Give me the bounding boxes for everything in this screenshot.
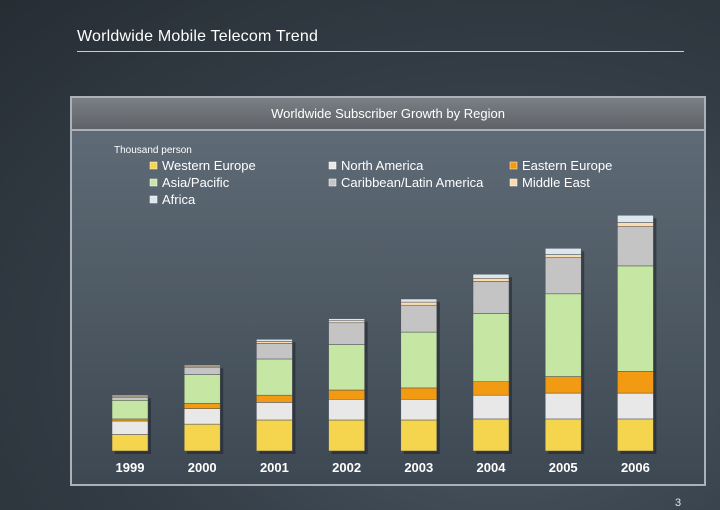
- bar-2001-western-europe: [256, 419, 293, 452]
- legend-label-eastern-europe: Eastern Europe: [522, 158, 612, 173]
- plot-background: [72, 131, 704, 484]
- bar-1999-africa: [111, 394, 149, 397]
- bar-2002-asia-pacific: [328, 344, 365, 391]
- x-tick-label-2006: 2006: [621, 460, 650, 475]
- bar-2003-africa: [400, 298, 438, 303]
- bars: [111, 214, 657, 454]
- bar-2000-africa: [183, 364, 221, 367]
- bar-2004-middle-east: [472, 278, 510, 282]
- bar-2002-north-america: [328, 399, 365, 421]
- bar-2006-north-america: [617, 392, 654, 420]
- bar-2000-western-europe: [183, 423, 221, 452]
- bar-2001-africa: [256, 339, 293, 342]
- legend-label-caribbean-latin-america: Caribbean/Latin America: [341, 175, 484, 190]
- bar-2004-north-america: [472, 394, 510, 420]
- legend-label-africa: Africa: [162, 192, 196, 207]
- stacked-bar-chart: Thousand person Western Europe North Amer…: [72, 131, 704, 484]
- bar-2006-caribbean-latin-america: [617, 226, 654, 267]
- bar-2006-africa: [617, 214, 654, 223]
- bar-1999-caribbean-latin-america: [111, 396, 149, 401]
- page-number: 3: [675, 497, 682, 509]
- bar-2001-north-america: [256, 402, 293, 421]
- bar-2002-eastern-europe: [328, 389, 365, 400]
- bar-2000-caribbean-latin-america: [183, 366, 221, 375]
- x-tick-label-1999: 1999: [116, 460, 145, 475]
- bar-2005-asia-pacific: [544, 293, 582, 377]
- chart-title: Worldwide Subscriber Growth by Region: [72, 98, 704, 131]
- bar-2000-asia-pacific: [183, 374, 221, 404]
- legend-swatch-eastern-europe: [509, 161, 518, 170]
- legend-swatch-middle-east: [509, 178, 518, 187]
- legend-swatch-africa: [149, 195, 158, 204]
- bar-2006-western-europe: [617, 418, 654, 452]
- legend-swatch-western-europe: [149, 161, 158, 170]
- x-tick-label-2004: 2004: [477, 460, 507, 475]
- bar-2004-western-europe: [472, 418, 510, 452]
- page-title: Worldwide Mobile Telecom Trend: [77, 28, 319, 45]
- bar-2003-western-europe: [400, 419, 438, 452]
- bar-2006-asia-pacific: [617, 265, 654, 372]
- bar-1999-asia-pacific: [111, 400, 149, 420]
- legend-swatch-north-america: [328, 161, 337, 170]
- bar-2004-asia-pacific: [472, 313, 510, 382]
- bar-2002-western-europe: [328, 419, 365, 452]
- bar-2002-middle-east: [328, 320, 365, 324]
- x-axis-ticks: 1999 2000 2001 2002 2003 2004 2005 2006: [116, 460, 650, 475]
- bar-2004-africa: [472, 273, 510, 279]
- bar-2005-north-america: [544, 392, 582, 420]
- bar-2006-middle-east: [617, 222, 654, 227]
- bar-1999-eastern-europe: [111, 418, 149, 422]
- bar-2005-caribbean-latin-america: [544, 257, 582, 295]
- bar-2003-middle-east: [400, 301, 438, 306]
- bar-2005-africa: [544, 248, 582, 255]
- bar-2005-eastern-europe: [544, 376, 582, 394]
- bar-2003-asia-pacific: [400, 331, 438, 389]
- legend-label-north-america: North America: [341, 158, 424, 173]
- bar-2006-eastern-europe: [617, 371, 654, 394]
- bar-2001-eastern-europe: [256, 394, 293, 403]
- chart-panel: Worldwide Subscriber Growth by Region Th…: [70, 96, 706, 486]
- bar-2002-africa: [328, 318, 365, 321]
- bar-1999-western-europe: [111, 434, 149, 452]
- x-tick-label-2003: 2003: [404, 460, 433, 475]
- x-tick-label-2001: 2001: [260, 460, 289, 475]
- x-tick-label-2000: 2000: [188, 460, 217, 475]
- bar-2003-north-america: [400, 399, 438, 421]
- title-divider: [77, 51, 684, 52]
- bar-2000-north-america: [183, 408, 221, 425]
- bar-2005-middle-east: [544, 254, 582, 258]
- bar-2004-caribbean-latin-america: [472, 281, 510, 314]
- legend: Western Europe North America Eastern Europ…: [149, 158, 612, 207]
- bar-2005-western-europe: [544, 418, 582, 452]
- bar-2002-caribbean-latin-america: [328, 322, 365, 345]
- legend-swatch-caribbean-latin-america: [328, 178, 337, 187]
- bar-2001-asia-pacific: [256, 358, 293, 396]
- bar-2001-caribbean-latin-america: [256, 343, 293, 360]
- bar-2003-caribbean-latin-america: [400, 304, 438, 333]
- x-tick-label-2005: 2005: [549, 460, 578, 475]
- x-tick-label-2002: 2002: [332, 460, 361, 475]
- bar-1999-north-america: [111, 420, 149, 435]
- legend-label-asia-pacific: Asia/Pacific: [162, 175, 230, 190]
- bar-2003-eastern-europe: [400, 387, 438, 400]
- legend-label-middle-east: Middle East: [522, 175, 590, 190]
- y-axis-label: Thousand person: [114, 145, 192, 156]
- bar-2004-eastern-europe: [472, 381, 510, 396]
- bar-2001-middle-east: [256, 341, 293, 344]
- legend-swatch-asia-pacific: [149, 178, 158, 187]
- bar-2000-eastern-europe: [183, 403, 221, 409]
- legend-label-western-europe: Western Europe: [162, 158, 256, 173]
